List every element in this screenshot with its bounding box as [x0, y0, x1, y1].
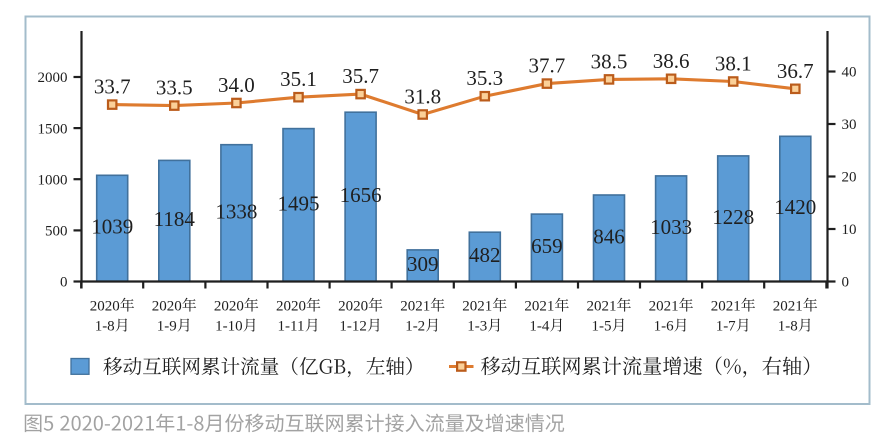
svg-text:38.5: 38.5 [591, 49, 628, 73]
svg-text:1033: 1033 [650, 215, 692, 239]
svg-text:1-3: 1-3 [467, 319, 487, 335]
svg-text:309: 309 [407, 252, 439, 276]
svg-text:1495: 1495 [278, 191, 320, 215]
svg-text:33.7: 33.7 [94, 75, 131, 99]
svg-text:1656: 1656 [340, 183, 382, 207]
svg-text:2000: 2000 [38, 70, 68, 86]
svg-text:1-2: 1-2 [405, 319, 425, 335]
svg-text:846: 846 [593, 224, 625, 248]
svg-text:2020: 2020 [152, 299, 182, 315]
svg-text:34.0: 34.0 [218, 73, 255, 97]
svg-text:1-6: 1-6 [654, 319, 674, 335]
svg-text:38.1: 38.1 [715, 52, 752, 76]
svg-text:2021: 2021 [524, 299, 554, 315]
svg-text:1-12: 1-12 [339, 319, 367, 335]
svg-text:37.7: 37.7 [529, 54, 566, 78]
svg-text:1000: 1000 [38, 172, 68, 188]
svg-text:30: 30 [842, 117, 857, 133]
svg-text:1184: 1184 [154, 207, 196, 231]
svg-text:0: 0 [842, 275, 850, 291]
svg-text:500: 500 [45, 224, 68, 240]
svg-text:10: 10 [842, 222, 857, 238]
svg-text:2021: 2021 [587, 299, 617, 315]
svg-text:2020: 2020 [276, 299, 306, 315]
svg-text:1039: 1039 [91, 215, 133, 239]
svg-text:0: 0 [60, 275, 68, 291]
svg-text:2021: 2021 [773, 299, 803, 315]
svg-text:1-9: 1-9 [157, 319, 177, 335]
svg-text:1-5: 1-5 [592, 319, 612, 335]
svg-text:1-11: 1-11 [278, 319, 305, 335]
svg-text:35.7: 35.7 [342, 64, 379, 88]
svg-text:2020: 2020 [338, 299, 368, 315]
svg-text:1500: 1500 [38, 121, 68, 137]
svg-text:2020: 2020 [214, 299, 244, 315]
svg-text:482: 482 [469, 243, 501, 267]
svg-text:2020: 2020 [90, 299, 120, 315]
svg-text:38.6: 38.6 [653, 49, 690, 73]
svg-text:33.5: 33.5 [156, 76, 193, 100]
svg-text:1338: 1338 [215, 199, 257, 223]
svg-text:20: 20 [842, 170, 857, 186]
svg-text:36.7: 36.7 [777, 59, 814, 83]
svg-text:2021: 2021 [462, 299, 492, 315]
svg-text:1228: 1228 [712, 205, 754, 229]
svg-text:1-10: 1-10 [215, 319, 243, 335]
svg-text:31.8: 31.8 [404, 85, 441, 109]
svg-text:2021: 2021 [649, 299, 679, 315]
svg-text:35.3: 35.3 [466, 66, 503, 90]
svg-text:1-7: 1-7 [716, 319, 736, 335]
svg-text:2021: 2021 [400, 299, 430, 315]
svg-text:1-8: 1-8 [778, 319, 798, 335]
svg-text:40: 40 [842, 65, 857, 81]
svg-text:659: 659 [531, 234, 563, 258]
svg-text:2021: 2021 [711, 299, 741, 315]
svg-text:1420: 1420 [774, 195, 816, 219]
svg-text:1-8: 1-8 [95, 319, 115, 335]
svg-text:35.1: 35.1 [280, 67, 317, 91]
svg-text:1-4: 1-4 [529, 319, 549, 335]
